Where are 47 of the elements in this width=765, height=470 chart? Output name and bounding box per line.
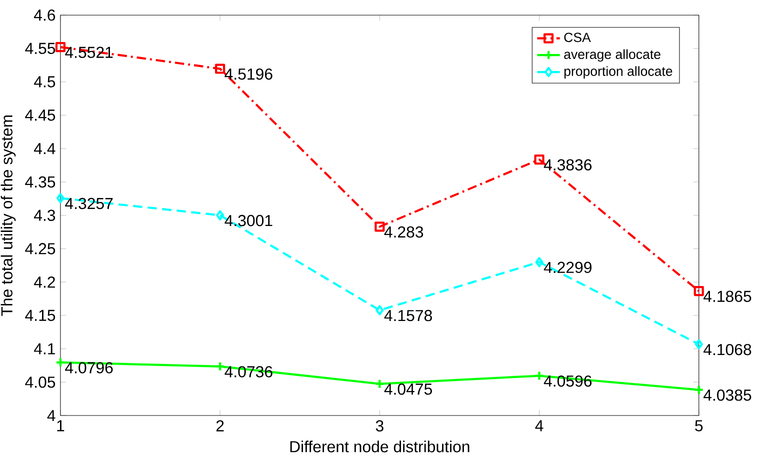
point bbox=[215, 64, 226, 74]
y-tick-label: 4.5 bbox=[34, 76, 56, 88]
y-tick-label: 4 bbox=[47, 410, 56, 421]
point bbox=[376, 305, 384, 316]
y-tick-label: 4.45 bbox=[25, 110, 56, 121]
data-label: 4.5196 bbox=[224, 68, 272, 80]
data-label: 4.0475 bbox=[384, 383, 432, 395]
data-label: 4.0385 bbox=[704, 389, 752, 401]
legend-label: average allocate bbox=[564, 49, 660, 62]
x-tick-label: 1 bbox=[57, 420, 64, 432]
y-tick-label: 4.2 bbox=[34, 276, 55, 288]
y-tick-label: 4.4 bbox=[34, 142, 56, 154]
x-tick-label: 5 bbox=[695, 420, 703, 432]
y-tick-label: 4.6 bbox=[34, 9, 56, 21]
data-label: 4.1578 bbox=[384, 310, 432, 322]
point bbox=[694, 339, 703, 350]
point bbox=[535, 256, 544, 267]
data-label: 4.1068 bbox=[704, 344, 752, 356]
y-tick-label: 4.1 bbox=[34, 343, 55, 354]
y-tick-label: 4.05 bbox=[25, 376, 56, 388]
point bbox=[534, 370, 544, 381]
legend-label: CSA bbox=[564, 32, 591, 42]
data-label: 4.283 bbox=[384, 226, 424, 238]
point bbox=[55, 42, 66, 52]
y-tick-label: 4.25 bbox=[25, 242, 56, 254]
data-label: 4.3257 bbox=[65, 198, 113, 209]
y-tick-label: 4.35 bbox=[25, 176, 56, 188]
y-tick-label: 4.55 bbox=[25, 42, 56, 54]
y-tick-label: 4.3 bbox=[34, 210, 56, 221]
data-label: 4.1865 bbox=[704, 290, 752, 302]
x-axis-title: Different node distribution bbox=[290, 440, 470, 452]
point bbox=[374, 221, 385, 232]
x-tick-label: 2 bbox=[216, 420, 224, 432]
point bbox=[374, 378, 385, 389]
point bbox=[534, 154, 544, 164]
x-tick-label: 4 bbox=[535, 420, 544, 432]
x-tick-label: 3 bbox=[376, 420, 384, 432]
point bbox=[694, 286, 704, 296]
data-label: 4.3001 bbox=[224, 214, 272, 226]
point bbox=[56, 192, 64, 204]
data-label: 4.3836 bbox=[544, 159, 592, 170]
y-tick-label: 4.15 bbox=[25, 310, 56, 321]
point bbox=[215, 361, 226, 372]
y-axis-title: The total utility of the system bbox=[0, 115, 16, 316]
point bbox=[216, 210, 224, 220]
legend-label: proportion allocate bbox=[564, 66, 672, 78]
data-label: 4.0796 bbox=[65, 362, 113, 374]
